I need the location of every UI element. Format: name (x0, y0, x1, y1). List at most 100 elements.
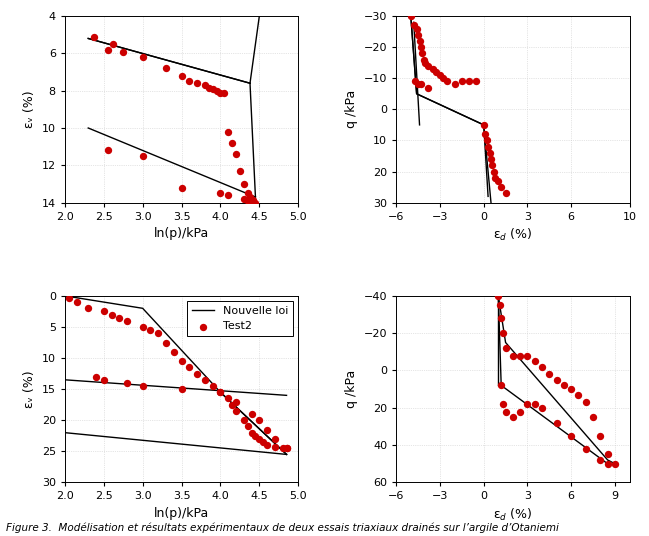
Test2 (169, 347, 179, 356)
Test2 (231, 407, 241, 415)
Point (235, 167, 245, 175)
Test2 (223, 394, 234, 403)
Point (428, 65, 438, 73)
Point (247, 196, 257, 204)
Point (413, 31, 423, 39)
Point (219, 89, 230, 98)
Test2 (138, 382, 148, 390)
Point (595, 456, 606, 464)
Test2 (243, 422, 253, 431)
Test2 (138, 323, 148, 331)
Point (103, 146, 113, 155)
X-axis label: ln(p)/kPa: ln(p)/kPa (154, 227, 209, 240)
Point (423, 62, 434, 70)
Test2 (215, 388, 226, 397)
Test2 (254, 416, 265, 425)
Point (566, 431, 576, 440)
Point (215, 189, 226, 198)
Point (251, 198, 261, 207)
Test2 (161, 338, 171, 347)
Point (610, 459, 620, 468)
Point (483, 143, 493, 151)
Point (484, 148, 495, 157)
Test2 (227, 400, 238, 409)
Point (108, 40, 118, 48)
Test2 (254, 435, 265, 443)
Test2 (106, 310, 117, 319)
Point (423, 83, 434, 92)
Point (430, 68, 441, 76)
Legend: Nouvelle loi, Test2: Nouvelle loi, Test2 (188, 301, 293, 336)
Point (231, 150, 241, 159)
Point (522, 400, 533, 408)
Test2 (258, 438, 269, 446)
Point (103, 46, 113, 54)
X-axis label: ln(p)/kPa: ln(p)/kPa (154, 507, 209, 520)
Y-axis label: q /kPa: q /kPa (345, 370, 358, 408)
Test2 (200, 376, 210, 384)
Test2 (145, 326, 156, 334)
Point (490, 174, 500, 182)
Point (489, 167, 499, 176)
Test2 (270, 435, 280, 443)
Y-axis label: εᵥ (%): εᵥ (%) (23, 91, 36, 128)
Point (184, 77, 195, 86)
Y-axis label: q /kPa: q /kPa (345, 90, 358, 129)
Point (457, 77, 467, 86)
Point (493, 176, 504, 185)
Point (500, 407, 511, 416)
Point (515, 407, 525, 416)
Point (161, 64, 171, 72)
Point (498, 329, 508, 338)
Point (90, 32, 100, 41)
Point (410, 77, 421, 86)
Point (602, 459, 613, 468)
Point (248, 196, 258, 204)
Nouvelle loi (217, 389, 225, 396)
Point (495, 301, 505, 309)
Test2 (262, 441, 273, 449)
X-axis label: ε$_d$ (%): ε$_d$ (%) (493, 507, 533, 523)
Point (602, 450, 613, 459)
Point (478, 121, 489, 129)
Point (530, 357, 540, 366)
Point (419, 55, 429, 64)
Test2 (247, 428, 257, 437)
Y-axis label: εᵥ (%): εᵥ (%) (23, 370, 36, 408)
Test2 (122, 316, 132, 325)
Test2 (231, 397, 241, 406)
Test2 (184, 363, 195, 371)
Point (559, 381, 569, 390)
Point (437, 74, 448, 83)
Test2 (177, 385, 187, 393)
Point (498, 400, 508, 408)
Point (192, 79, 202, 87)
Test2 (122, 378, 132, 387)
Point (487, 161, 498, 169)
Point (245, 193, 255, 202)
Point (416, 43, 426, 51)
Point (435, 71, 445, 79)
Point (200, 81, 210, 90)
Nouvelle loi (283, 451, 291, 458)
Test2 (99, 307, 109, 316)
Test2 (208, 382, 218, 390)
Point (544, 370, 554, 378)
Point (573, 390, 583, 399)
Point (408, 21, 419, 29)
Test2 (99, 376, 109, 384)
Point (515, 351, 525, 360)
Point (522, 351, 533, 360)
Test2 (64, 293, 74, 302)
Point (208, 85, 218, 93)
Point (416, 80, 426, 89)
Point (581, 444, 591, 453)
Point (552, 419, 562, 427)
Test2 (278, 444, 288, 452)
Point (496, 314, 506, 323)
X-axis label: ε$_d$ (%): ε$_d$ (%) (493, 227, 533, 243)
Test2 (262, 425, 273, 434)
Test2 (177, 357, 187, 366)
Test2 (282, 444, 292, 452)
Point (420, 58, 430, 67)
